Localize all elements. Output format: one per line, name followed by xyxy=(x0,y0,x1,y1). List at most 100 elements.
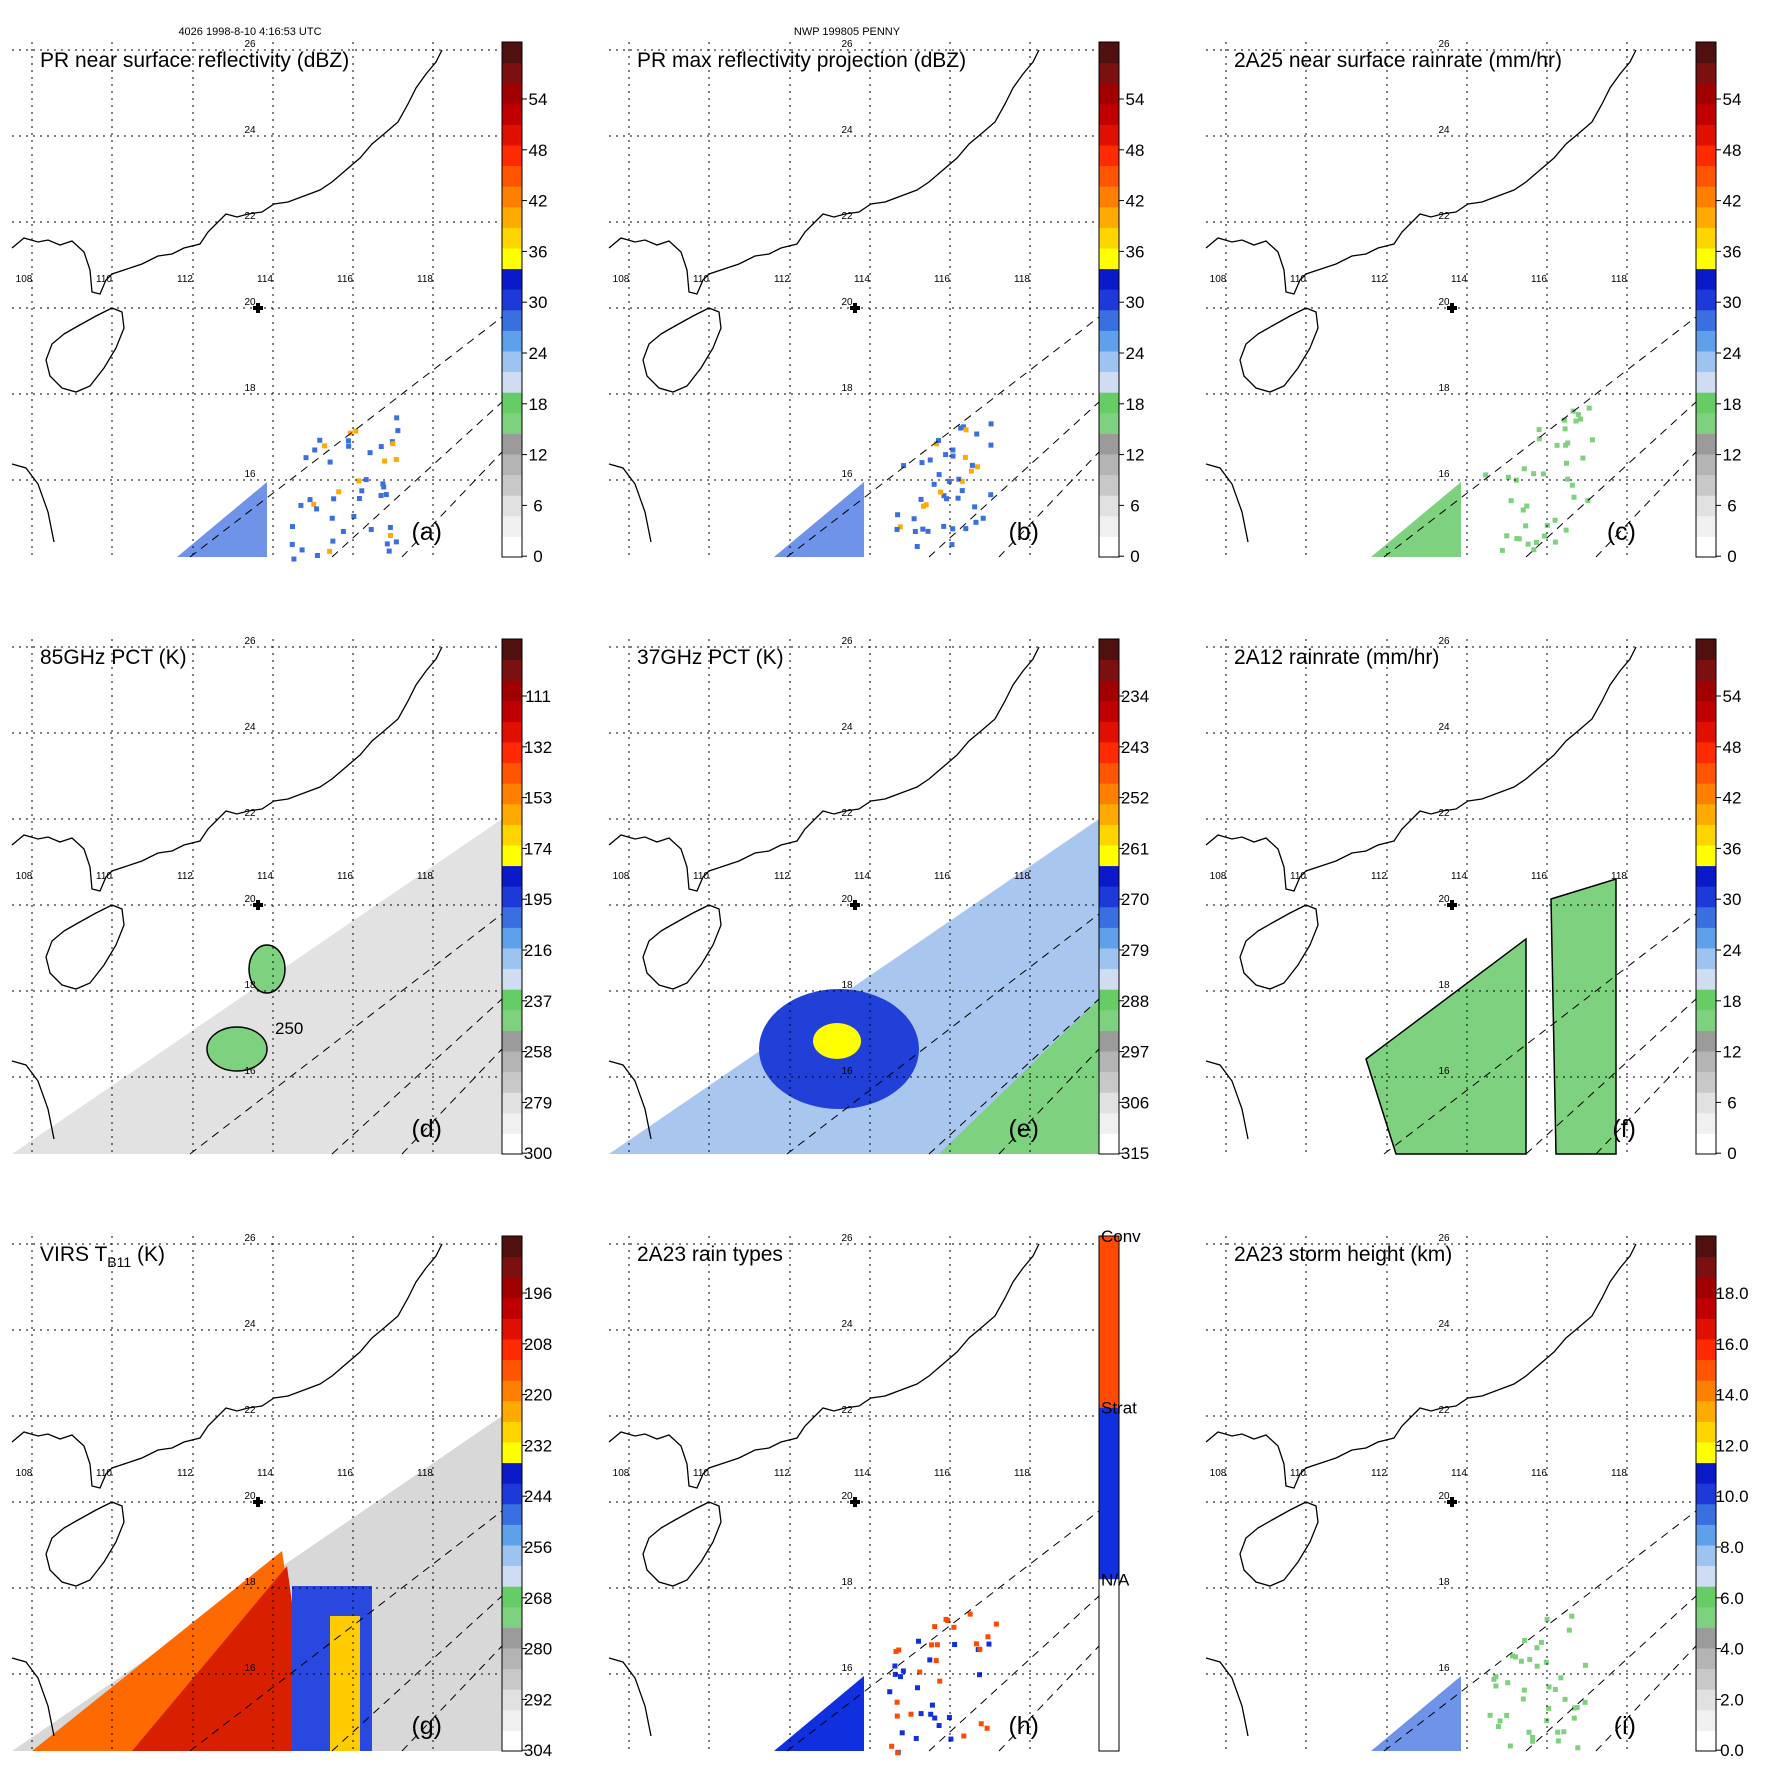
lon-label: 108 xyxy=(16,871,33,882)
colorbar-label: 6 xyxy=(1130,496,1139,515)
colorbar-segment xyxy=(1696,1565,1716,1587)
lon-label: 114 xyxy=(1451,871,1467,882)
lon-label: 118 xyxy=(1611,871,1627,882)
panel-label: (e) xyxy=(1008,1115,1039,1143)
colorbar-segment xyxy=(1696,206,1716,228)
swath-edge xyxy=(1525,998,1697,1155)
colorbar-label: 153 xyxy=(524,789,552,808)
colorbar-segment xyxy=(1696,103,1716,125)
colorbar-segment xyxy=(1696,515,1716,537)
hainan-island xyxy=(45,307,125,393)
rain-cell xyxy=(331,496,337,502)
swath-edge xyxy=(998,1048,1100,1155)
rain-cell xyxy=(1578,416,1584,422)
panel-title: PR max reflectivity projection (dBZ) xyxy=(637,49,966,72)
colorbar-segment xyxy=(1099,371,1119,393)
rain-cell xyxy=(289,541,295,547)
colorbar-label: 111 xyxy=(525,687,551,706)
rain-cell xyxy=(1589,437,1595,443)
lon-label: 108 xyxy=(1210,274,1227,285)
rain-cell xyxy=(946,1715,952,1721)
colorbar-label: 42 xyxy=(1723,192,1742,211)
colorbar-label: 234 xyxy=(1121,687,1149,706)
rain-cell xyxy=(973,519,979,525)
colorbar-segment xyxy=(1099,1407,1119,1580)
colorbar-segment xyxy=(502,186,522,208)
colorbar-label: 268 xyxy=(524,1589,552,1608)
rain-cell xyxy=(383,492,389,498)
lat-label: 16 xyxy=(1438,1066,1450,1077)
lon-label: 118 xyxy=(1014,1468,1030,1479)
rain-cell xyxy=(894,1713,900,1719)
rain-cell xyxy=(327,548,333,554)
colorbar-segment xyxy=(1099,1579,1119,1751)
data-swath xyxy=(1371,405,1595,557)
colorbar-segment xyxy=(1099,412,1119,434)
colorbar-segment xyxy=(1696,1709,1716,1731)
rain-cell xyxy=(381,484,387,490)
colorbar-segment xyxy=(502,1586,522,1608)
colorbar-label: 24 xyxy=(1723,344,1742,363)
colorbar-label: 297 xyxy=(1121,1043,1149,1062)
colorbar-segment xyxy=(1099,824,1119,846)
lon-label: 108 xyxy=(16,1468,33,1479)
colorbar-segment xyxy=(1696,783,1716,805)
colorbar-segment xyxy=(1099,392,1119,414)
coastline xyxy=(608,646,1040,892)
colorbar-segment xyxy=(1099,186,1119,208)
colorbar-segment xyxy=(502,1606,522,1628)
rain-cell xyxy=(329,515,335,521)
colorbar-segment xyxy=(1099,927,1119,949)
colorbar-segment xyxy=(1099,803,1119,825)
colorbar-segment xyxy=(502,783,522,805)
colorbar-segment xyxy=(502,1442,522,1464)
colorbar-label: 18 xyxy=(529,395,548,414)
colorbar-segment xyxy=(502,1668,522,1690)
lat-label: 24 xyxy=(841,125,853,136)
colorbar-label: 252 xyxy=(1121,789,1149,808)
lat-label: 26 xyxy=(1438,636,1450,647)
rain-cell xyxy=(1513,1654,1519,1660)
storm-center-icon xyxy=(1447,303,1457,313)
hainan-island xyxy=(45,1501,125,1587)
lon-label: 116 xyxy=(934,274,950,285)
rain-cell xyxy=(914,544,920,550)
lon-label: 116 xyxy=(1531,871,1547,882)
colorbar-segment xyxy=(1696,721,1716,743)
colorbar-segment xyxy=(502,1277,522,1299)
colorbar-segment xyxy=(502,42,522,64)
colorbar-label: 16.0 xyxy=(1715,1335,1748,1354)
lat-label: 22 xyxy=(244,211,256,222)
colorbar-segment xyxy=(502,1462,522,1484)
colorbar-segment xyxy=(1696,989,1716,1011)
coastline xyxy=(11,646,443,892)
data-swath xyxy=(609,819,1099,1154)
colorbar-segment xyxy=(1696,1297,1716,1319)
colorbar-segment xyxy=(1099,700,1119,722)
colorbar-label: 0 xyxy=(1727,547,1736,566)
lat-label: 24 xyxy=(1438,1319,1450,1330)
lon-label: 112 xyxy=(774,274,790,285)
colorbar-segment xyxy=(1696,1689,1716,1711)
lat-label: 20 xyxy=(1438,1491,1450,1502)
swath-edge xyxy=(401,451,503,558)
panel-g: 108 110 112 114 116 118 26 24 22 20 18 16 VIRS TB11 … xyxy=(11,1233,552,1760)
colorbar-segment xyxy=(1696,1277,1716,1299)
swath-edge xyxy=(786,913,1100,1155)
colorbar-label: 6 xyxy=(1727,496,1736,515)
rain-area xyxy=(1550,877,1617,1155)
lon-label: 110 xyxy=(693,1468,709,1479)
lat-label: 20 xyxy=(1438,297,1450,308)
colorbar-segment xyxy=(1099,145,1119,167)
rain-cell xyxy=(1534,1663,1540,1669)
panel-title: VIRS TB11 (K) xyxy=(40,1243,165,1270)
rain-cell xyxy=(340,528,346,534)
colorbar-label: 132 xyxy=(524,738,552,757)
rain-cell xyxy=(1513,477,1519,483)
storm-center-icon xyxy=(1447,900,1457,910)
rain-cell xyxy=(1543,1659,1549,1665)
colorbar: 54 48 42 36 30 24 18 12 6 0 xyxy=(1695,638,1741,1163)
colorbar-segment xyxy=(502,742,522,764)
swath-edge xyxy=(998,451,1100,558)
rain-cell xyxy=(963,526,969,532)
